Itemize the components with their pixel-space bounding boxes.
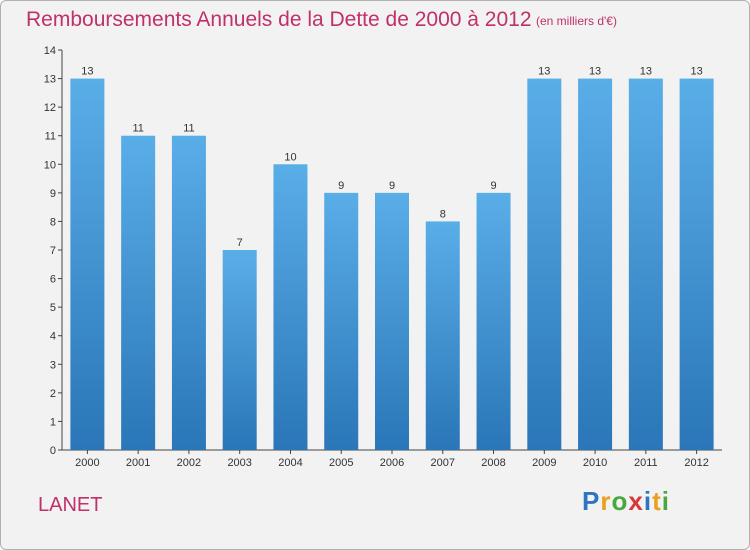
- x-tick-label: 2012: [684, 457, 708, 469]
- bar: [324, 192, 359, 450]
- y-tick-label: 5: [50, 302, 56, 314]
- x-tick-label: 2004: [278, 457, 302, 469]
- y-tick-label: 7: [50, 245, 56, 257]
- x-tick-label: 2006: [380, 457, 404, 469]
- bar: [578, 78, 613, 451]
- y-tick-label: 14: [44, 45, 56, 57]
- commune-name: LANET: [38, 494, 103, 516]
- bar: [375, 192, 409, 450]
- x-tick-label: 2005: [329, 457, 353, 469]
- data-label: 13: [538, 66, 550, 78]
- x-tick-label: 2007: [431, 457, 455, 469]
- x-tick-label: 2001: [126, 457, 150, 469]
- bar: [121, 135, 156, 450]
- y-tick-label: 3: [50, 359, 56, 371]
- y-tick-label: 11: [45, 131, 56, 143]
- data-label: 9: [389, 180, 395, 192]
- y-tick-label: 6: [50, 274, 56, 286]
- bar: [222, 250, 257, 450]
- y-tick-label: 0: [50, 445, 56, 457]
- data-label: 10: [284, 151, 296, 163]
- bar: [679, 78, 714, 451]
- bar: [273, 164, 308, 451]
- x-tick-label: 2010: [583, 457, 607, 469]
- data-label: 13: [81, 66, 93, 78]
- bar: [628, 78, 663, 451]
- data-label: 9: [338, 180, 344, 192]
- data-label: 11: [132, 123, 143, 135]
- proxiti-logo: Proxiti: [582, 486, 670, 516]
- bar: [171, 135, 206, 450]
- data-label: 7: [237, 237, 243, 249]
- x-tick-label: 2003: [227, 457, 251, 469]
- bar: [527, 78, 562, 451]
- bar: [70, 78, 105, 451]
- x-tick-label: 2002: [177, 457, 201, 469]
- data-label: 13: [589, 66, 601, 78]
- data-label: 13: [640, 66, 652, 78]
- x-tick-label: 2000: [75, 457, 99, 469]
- x-tick-label: 2009: [532, 457, 556, 469]
- y-tick-label: 4: [50, 331, 56, 343]
- y-tick-label: 2: [50, 388, 56, 400]
- chart-unit: (en milliers d'€): [536, 14, 617, 28]
- y-tick-label: 10: [44, 159, 56, 171]
- y-tick-label: 8: [50, 216, 56, 228]
- bar: [425, 221, 460, 450]
- data-label: 11: [183, 123, 194, 135]
- y-tick-label: 12: [44, 102, 56, 114]
- data-label: 8: [440, 208, 446, 220]
- y-tick-label: 1: [50, 416, 56, 428]
- data-label: 9: [490, 180, 496, 192]
- y-tick-label: 9: [50, 188, 56, 200]
- data-label: 13: [690, 66, 702, 78]
- chart-title: Remboursements Annuels de la Dette de 20…: [26, 8, 532, 31]
- bar: [476, 192, 511, 450]
- x-tick-label: 2008: [481, 457, 505, 469]
- y-tick-label: 13: [44, 74, 56, 86]
- x-tick-label: 2011: [634, 457, 658, 469]
